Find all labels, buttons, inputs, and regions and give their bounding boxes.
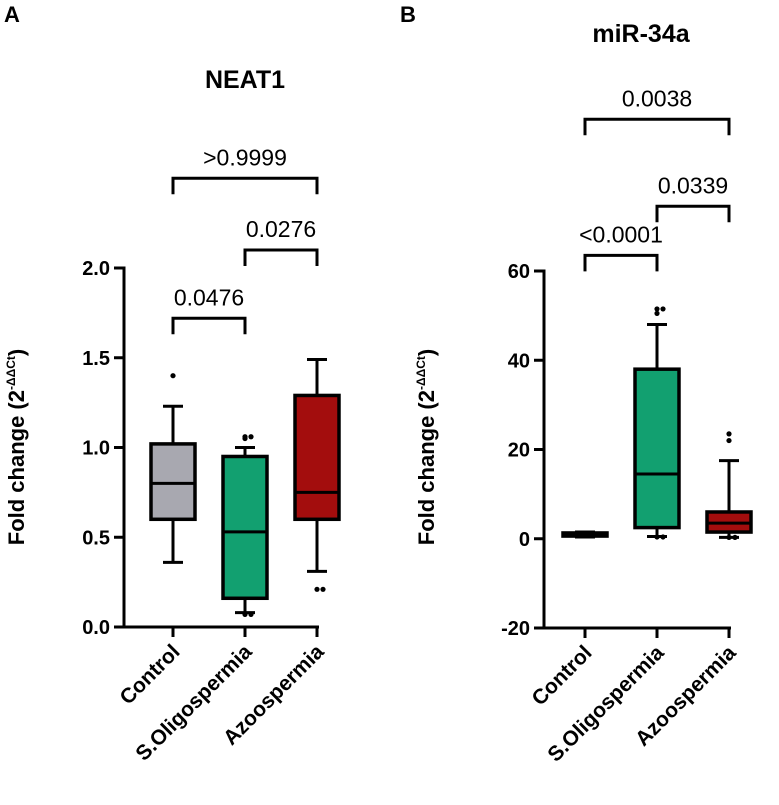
panel-a-p-value-label: 0.0476 xyxy=(174,284,244,310)
panel-a-y-label-main: Fold change (2 xyxy=(4,390,29,545)
panel-b-outlier-point xyxy=(654,306,660,312)
panel-b-y-label: Fold change (2-ΔΔCt) xyxy=(414,349,439,546)
panel-a-letter: A xyxy=(4,2,20,27)
panel-b-y-tick-label: 40 xyxy=(508,350,530,372)
panel-a-y-label-close: ) xyxy=(4,349,29,356)
panel-b-significance-bracket xyxy=(583,253,659,272)
panel-a-y-label-sup: -ΔΔCt xyxy=(4,356,18,390)
panel-a-outlier-point xyxy=(242,611,248,618)
panel-b-p-value-label: 0.0038 xyxy=(622,85,692,111)
panel-a-y-tick-label: 1.5 xyxy=(82,348,110,370)
panel-b-y-label-main: Fold change (2 xyxy=(414,390,439,545)
panel-b-y-label-sup: -ΔΔCt xyxy=(414,356,428,390)
panel-b-letter: B xyxy=(400,2,416,27)
panel-b-outlier-point xyxy=(660,534,666,540)
panel-a-p-value-label: >0.9999 xyxy=(203,144,287,170)
panel-a-box xyxy=(221,454,269,601)
panel-b-outlier-point xyxy=(660,306,666,312)
panel-a-outlier-point xyxy=(242,435,248,442)
panel-a-significance-bracket xyxy=(171,176,319,195)
panel-b-y-tick-label: 20 xyxy=(508,440,530,462)
panel-b-box xyxy=(633,367,681,530)
panel-a-outlier-point xyxy=(248,434,254,440)
panel-b-outlier-point xyxy=(732,534,738,541)
panel-a-outlier-point xyxy=(248,611,254,618)
panel-b-y-label-close: ) xyxy=(414,349,439,356)
panel-b-y-tick-label: 60 xyxy=(508,261,530,283)
panel-a-outlier-point xyxy=(314,586,320,592)
panel-b-chart: miR-34a -20 0 20 40 60 Fold change (2-ΔΔCt) Con… xyxy=(414,20,753,766)
panel-a-outlier-point xyxy=(320,586,326,592)
panel-a-p-value-label: 0.0276 xyxy=(246,216,316,242)
panel-b-outlier-point xyxy=(726,431,732,437)
panel-a-chart: NEAT1 0.0 0.5 1.0 1.5 2.0 Fold change (2-ΔΔCt)… xyxy=(4,66,341,765)
panel-a-box xyxy=(293,393,341,522)
panel-b-significance-bracket xyxy=(583,117,731,136)
panel-a-y-tick-label: 2.0 xyxy=(82,258,110,280)
panel-a-y-tick-label: 1.0 xyxy=(82,438,110,460)
panel-a-title: NEAT1 xyxy=(205,66,285,94)
panel-b-outlier-point xyxy=(726,534,732,541)
panel-a-box xyxy=(149,442,197,522)
panel-a-y-label: Fold change (2-ΔΔCt) xyxy=(4,349,29,546)
panel-a-significance-bracket xyxy=(171,316,247,335)
panel-b-category-label: Control xyxy=(527,641,596,710)
panel-a-outlier-point xyxy=(170,373,176,379)
panel-b-outlier-point xyxy=(654,534,660,540)
panel-b-y-tick-label: -20 xyxy=(501,618,530,640)
panel-b-p-value-label: <0.0001 xyxy=(579,221,663,247)
panel-a-y-tick-label: 0.5 xyxy=(82,527,110,549)
panel-a-category-label: Control xyxy=(115,640,184,709)
panel-a-significance-bracket xyxy=(243,248,319,267)
panel-b-y-tick-label: 0 xyxy=(519,529,530,551)
panel-b-outlier-point xyxy=(726,437,732,444)
panel-a-y-tick-label: 0.0 xyxy=(82,617,110,639)
panel-b-significance-bracket xyxy=(655,204,731,223)
panel-b-title: miR-34a xyxy=(592,20,690,48)
panel-b-p-value-label: 0.0339 xyxy=(658,172,728,198)
panel-b-outlier-point xyxy=(654,310,660,316)
